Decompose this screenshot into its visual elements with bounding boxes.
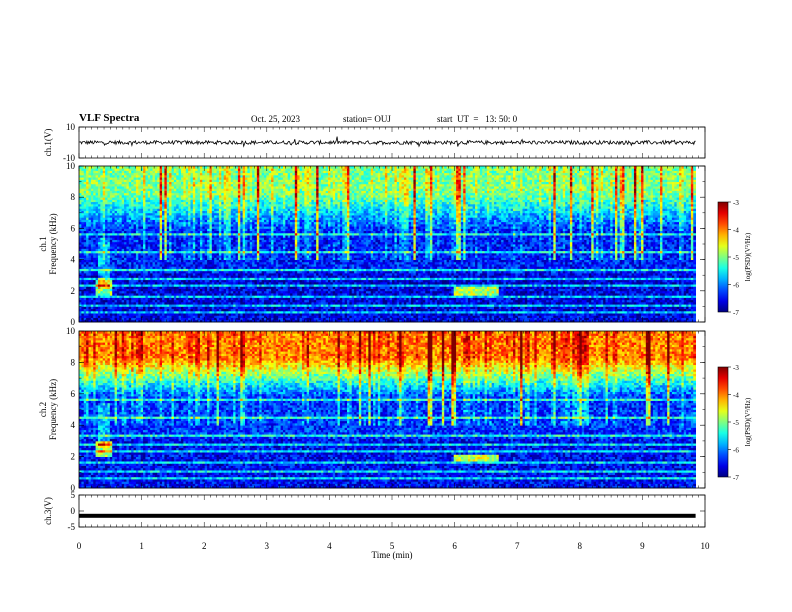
y-axis-label: Frequency (kHz) [48, 379, 58, 440]
colorbar-tick-label: -7 [733, 309, 739, 317]
y-tick-label: 8 [71, 192, 76, 202]
colorbar-tick-label: -3 [733, 199, 739, 207]
x-axis-label: Time (min) [372, 550, 413, 560]
x-tick-label: 10 [701, 541, 711, 551]
y-axis-label: ch.3(V) [43, 497, 53, 525]
x-tick-label: 7 [515, 541, 520, 551]
y-tick-label: 6 [71, 223, 76, 233]
y-axis-label: ch.1 [38, 236, 48, 251]
ch1-spectrogram-image [79, 166, 697, 323]
x-tick-label: 6 [452, 541, 457, 551]
x-tick-label: 5 [390, 541, 395, 551]
y-tick-label: 2 [71, 452, 76, 462]
colorbar-tick-label: -5 [733, 254, 739, 262]
y-tick-label: 10 [66, 326, 76, 336]
colorbar-tick-label: -7 [733, 474, 739, 482]
start-time-label: start UT = 13: 50: 0 [437, 114, 517, 124]
ch3-signal-trace [79, 513, 696, 518]
y-tick-label: 4 [71, 255, 76, 265]
y-tick-label: 0 [71, 317, 76, 327]
colorbar-tick-label: -6 [733, 282, 739, 290]
y-tick-label: 5 [71, 490, 76, 500]
y-tick-label: 2 [71, 286, 76, 296]
colorbar-label: log(PSD)(V²/Hz) [744, 397, 752, 446]
x-tick-label: 8 [578, 541, 583, 551]
y-tick-label: 0 [71, 483, 76, 493]
y-tick-label: 10 [66, 161, 76, 171]
y-tick-label: -5 [68, 522, 76, 532]
x-tick-label: 0 [77, 541, 82, 551]
y-tick-label: 8 [71, 357, 76, 367]
ch1-colorbar [717, 201, 729, 313]
colorbar-tick-label: -4 [733, 227, 739, 235]
ch2-colorbar [717, 366, 729, 478]
x-tick-label: 4 [327, 541, 332, 551]
y-axis-label: Frequency (kHz) [48, 213, 58, 274]
colorbar-tick-label: -5 [733, 419, 739, 427]
y-tick-label: 6 [71, 389, 76, 399]
y-axis-label: ch.2 [38, 402, 48, 417]
figure-title: VLF Spectra [79, 112, 139, 124]
date-label: Oct. 25, 2023 [251, 114, 300, 124]
colorbar-tick-label: -4 [733, 392, 739, 400]
colorbar-tick-label: -6 [733, 447, 739, 455]
station-label: station= OUJ [343, 114, 391, 124]
x-tick-label: 3 [265, 541, 270, 551]
ch2-spectrogram-image [79, 331, 697, 489]
x-tick-label: 1 [139, 541, 144, 551]
colorbar-label: log(PSD)(V²/Hz) [744, 232, 752, 281]
x-tick-label: 2 [202, 541, 207, 551]
ch1-signal-trace [78, 136, 696, 148]
y-tick-label: 10 [66, 122, 76, 132]
y-tick-label: 4 [71, 420, 76, 430]
x-tick-label: 9 [640, 541, 645, 551]
y-tick-label: -10 [63, 153, 75, 163]
colorbar-tick-label: -3 [733, 364, 739, 372]
y-tick-label: 0 [71, 506, 76, 516]
y-axis-label: ch.1(V) [43, 129, 53, 157]
